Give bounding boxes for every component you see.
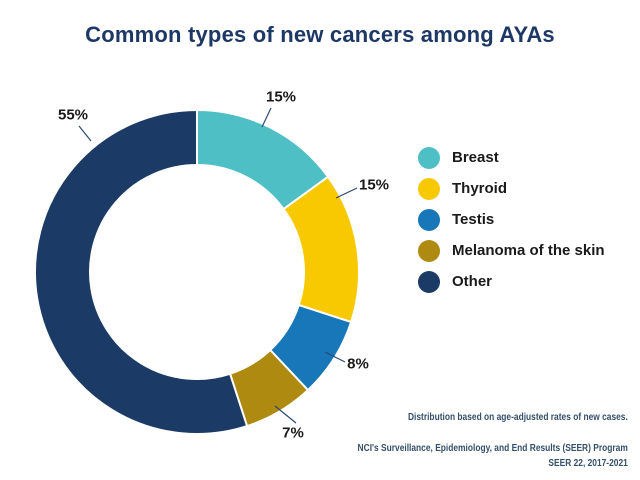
legend-item-breast: Breast: [418, 142, 605, 173]
legend-swatch-breast: [418, 146, 440, 169]
leader-line-melanoma-of-the-skin: [274, 405, 297, 424]
slice-label-breast: 15%: [265, 88, 297, 106]
legend-item-thyroid: Thyroid: [418, 173, 605, 204]
footnote-seer-range: SEER 22, 2017-2021: [548, 456, 628, 469]
slice-label-thyroid: 15%: [358, 176, 390, 194]
legend-swatch-melanoma-of-the-skin: [418, 239, 440, 262]
slice-label-testis: 8%: [347, 355, 369, 373]
leader-line-thyroid: [335, 187, 358, 199]
legend-label-testis: Testis: [452, 211, 495, 228]
leader-line-breast: [261, 107, 272, 128]
legend-swatch-thyroid: [418, 177, 440, 200]
leader-line-testis: [324, 351, 346, 363]
legend-label-breast: Breast: [452, 149, 499, 166]
legend: Breast Thyroid Testis Melanoma of the skin O…: [418, 142, 605, 297]
legend-label-thyroid: Thyroid: [452, 180, 507, 197]
legend-item-other: Other: [418, 266, 605, 297]
legend-label-melanoma-of-the-skin: Melanoma of the skin: [452, 242, 605, 259]
legend-swatch-other: [418, 270, 440, 293]
legend-item-testis: Testis: [418, 204, 605, 235]
legend-label-other: Other: [452, 273, 493, 290]
legend-item-melanoma-of-the-skin: Melanoma of the skin: [418, 235, 605, 266]
slice-label-melanoma-of-the-skin: 7%: [282, 424, 304, 442]
legend-swatch-testis: [418, 208, 440, 231]
footnote-seer-program: NCI's Surveillance, Epidemiology, and En…: [357, 442, 628, 454]
leader-line-other: [78, 125, 92, 142]
donut-slice-other: [34, 108, 249, 435]
chart-title: Common types of new cancers among AYAs: [85, 22, 555, 47]
footnote-distribution: Distribution based on age-adjusted rates…: [408, 411, 628, 423]
slice-label-other: 55%: [57, 106, 89, 124]
footnote-source-block: NCI's Surveillance, Epidemiology, and En…: [358, 441, 628, 470]
